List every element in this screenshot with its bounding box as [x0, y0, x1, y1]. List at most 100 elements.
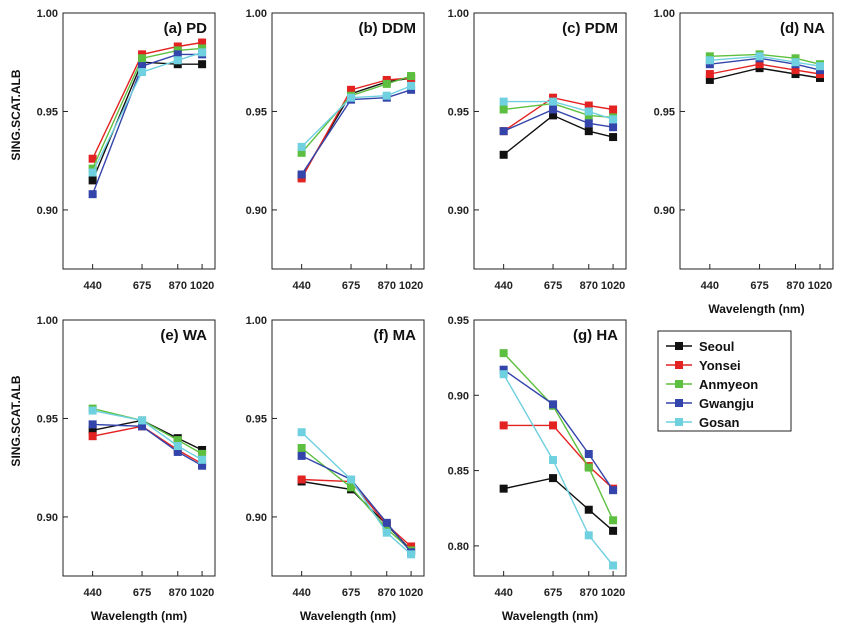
- data-point-yonsei: [705, 70, 714, 79]
- data-point-gosan: [499, 370, 508, 379]
- y-tick-label: 0.90: [246, 512, 267, 524]
- legend: Seoul Yonsei Anmyeon Gwangju Gosan: [657, 330, 792, 432]
- x-axis-label: Wavelength (nm): [708, 302, 804, 316]
- data-point-gwangju: [382, 518, 391, 527]
- data-point-gwangju: [173, 447, 182, 456]
- data-point-seoul: [584, 127, 593, 136]
- data-point-gosan: [791, 58, 800, 67]
- data-point-gosan: [705, 56, 714, 65]
- y-tick-label: 1.00: [246, 8, 267, 20]
- panel-c-pdm: 0.90 0.95 1.00 440 675 870 1020 (c) PDM: [448, 8, 627, 292]
- legend-item-yonsei: Yonsei: [666, 358, 741, 373]
- y-tick-label: 0.95: [37, 106, 58, 118]
- y-tick-label: 0.90: [37, 205, 58, 217]
- data-point-gosan: [382, 528, 391, 537]
- series-gwangju: [499, 365, 618, 495]
- data-point-gwangju: [88, 190, 97, 199]
- panel-title: (a) PD: [164, 20, 208, 37]
- panel-g-ha: 0.80 0.85 0.90 0.95 440 675 870 1020 (g) HA Wavel…: [448, 315, 627, 623]
- x-axis-label: Wavelength (nm): [502, 609, 598, 623]
- y-tick-label: 0.80: [448, 541, 469, 553]
- data-point-gosan: [609, 115, 618, 124]
- x-axis-label: Wavelength (nm): [91, 609, 187, 623]
- legend-marker: [675, 380, 683, 388]
- data-point-gosan: [198, 455, 207, 464]
- data-point-seoul: [198, 60, 207, 69]
- series-line-anmyeon: [301, 75, 412, 154]
- data-point-yonsei: [791, 66, 800, 75]
- y-tick-label: 0.95: [246, 413, 267, 425]
- data-point-yonsei: [297, 475, 306, 484]
- data-point-yonsei: [347, 85, 356, 94]
- panel-title: (d) NA: [780, 20, 825, 37]
- x-tick-label: 675: [544, 280, 562, 292]
- y-tick-label: 0.90: [654, 205, 675, 217]
- data-point-yonsei: [499, 421, 508, 430]
- x-tick-label: 870: [580, 280, 598, 292]
- plot-frame: [473, 319, 627, 577]
- data-point-anmyeon: [297, 148, 306, 157]
- data-point-gosan: [407, 81, 416, 90]
- panel-title: (f) MA: [374, 327, 417, 344]
- series-gosan: [88, 406, 207, 464]
- series-gwangju: [297, 451, 416, 557]
- plot-frame: [679, 12, 834, 270]
- panel-b-ddm: 0.90 0.95 1.00 440 675 870 1020 (b) DDM: [246, 8, 425, 292]
- plot-frame: [62, 12, 216, 270]
- data-point-gwangju: [609, 486, 618, 495]
- series-line-gwangju: [709, 57, 821, 71]
- y-tick-label: 0.90: [448, 390, 469, 402]
- x-tick-label: 1020: [190, 587, 214, 599]
- x-tick-label: 870: [378, 280, 396, 292]
- data-point-anmyeon: [173, 436, 182, 445]
- y-axis-label-bottom: SING.SCAT.ALB: [9, 375, 23, 466]
- data-point-gosan: [138, 68, 147, 77]
- series-seoul: [88, 416, 207, 454]
- data-point-seoul: [549, 474, 558, 483]
- x-tick-label: 870: [169, 280, 187, 292]
- series-gosan: [499, 97, 618, 124]
- x-tick-label: 440: [83, 280, 101, 292]
- data-point-gwangju: [297, 451, 306, 460]
- data-point-gosan: [297, 428, 306, 437]
- data-point-seoul: [584, 505, 593, 514]
- panel-a-pd: 0.90 0.95 1.00 440 675 870 1020 (a) PD: [37, 8, 216, 292]
- x-tick-label: 440: [83, 587, 101, 599]
- x-tick-label: 870: [580, 587, 598, 599]
- series-line-gosan: [503, 100, 614, 120]
- x-tick-label: 1020: [601, 587, 625, 599]
- x-tick-label: 675: [342, 587, 360, 599]
- series-line-gwangju: [301, 455, 412, 553]
- data-point-gosan: [609, 561, 618, 570]
- legend-label: Gosan: [699, 415, 740, 430]
- x-tick-label: 1020: [399, 587, 423, 599]
- series-seoul: [499, 111, 618, 159]
- data-point-gosan: [407, 550, 416, 559]
- panel-d-na: 0.90 0.95 1.00 440 675 870 1020 (d) NA Wavelengt…: [654, 8, 834, 316]
- series-line-gosan: [502, 373, 614, 566]
- y-tick-label: 1.00: [37, 315, 58, 327]
- y-tick-label: 0.90: [37, 512, 58, 524]
- x-tick-label: 440: [494, 280, 512, 292]
- y-tick-label: 0.95: [246, 106, 267, 118]
- series-gwangju: [499, 105, 618, 136]
- data-point-gosan: [347, 475, 356, 484]
- series-line-anmyeon: [709, 53, 821, 65]
- x-tick-label: 870: [169, 587, 187, 599]
- series-line-yonsei: [503, 96, 614, 132]
- series-line-anmyeon: [503, 352, 614, 521]
- data-point-gosan: [173, 442, 182, 451]
- data-point-gwangju: [549, 105, 558, 114]
- x-tick-label: 440: [701, 280, 719, 292]
- series-line-gwangju: [301, 89, 412, 175]
- series-line-gosan: [91, 51, 203, 173]
- series-yonsei: [88, 422, 207, 468]
- series-line-yonsei: [91, 41, 203, 159]
- x-tick-label: 1020: [808, 280, 832, 292]
- series-gwangju: [88, 420, 207, 470]
- data-point-gwangju: [297, 170, 306, 179]
- panel-f-ma: 0.90 0.95 1.00 440 675 870 1020 (f) MA Wavelengt…: [246, 315, 425, 623]
- legend-item-seoul: Seoul: [666, 339, 734, 354]
- data-point-yonsei: [88, 432, 97, 441]
- data-point-gosan: [549, 456, 558, 465]
